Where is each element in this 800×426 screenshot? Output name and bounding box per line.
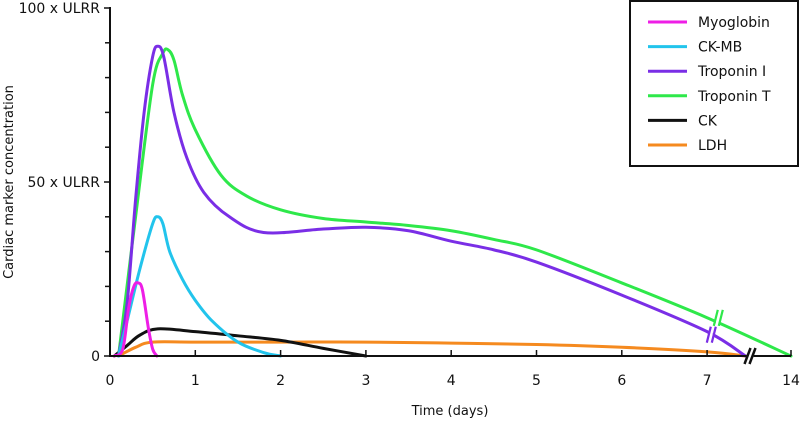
series-line-ldh [117,340,747,358]
x-axis-break-mark [748,347,757,365]
y-axis-label: Cardiac marker concentration [2,85,17,279]
legend-box [629,0,799,167]
series-line-myoglobin [112,281,159,358]
x-tick-label: 7 [703,373,712,389]
y-tick-label: 100 x ULRR [19,1,101,17]
break-mark-troponin-t [712,309,719,327]
x-tick-label: 5 [532,373,541,389]
legend-label: Troponin I [697,64,766,80]
series-layer [112,44,793,358]
x-tick-label: 14 [782,373,800,389]
x-tick-label: 1 [191,373,200,389]
x-tick-label: 4 [447,373,456,389]
legend: Myoglobin CK-MB Troponin I Troponin T CK LDH [629,0,799,167]
x-tick-label: 6 [617,373,626,389]
x-tick-label: 0 [106,373,115,389]
legend-label: LDH [698,138,727,154]
legend-label: CK-MB [698,40,742,56]
x-tick-label: 2 [276,373,285,389]
x-axis-break-gap [743,345,758,367]
y-tick-label: 50 x ULRR [27,175,100,191]
series-line-troponin-t [117,47,793,358]
x-tick-label: 3 [361,373,370,389]
series-line-troponin-i [117,44,747,358]
break-mark-troponin-i [705,326,712,343]
axes: 0 1 2 3 4 5 6 7 14 0 50 x ULRR 100 x ULRR [19,1,800,389]
x-axis-label: Time (days) [411,404,489,419]
series-line-ck-mb [117,215,283,358]
series-line-ck [112,327,368,358]
break-mark-troponin-t [717,309,724,327]
legend-label: Troponin T [697,89,771,105]
break-mark-troponin-i [710,326,717,343]
y-tick-label: 0 [91,349,100,365]
legend-label: Myoglobin [698,15,770,31]
legend-label: CK [698,113,718,129]
x-axis-break-mark [743,347,752,365]
